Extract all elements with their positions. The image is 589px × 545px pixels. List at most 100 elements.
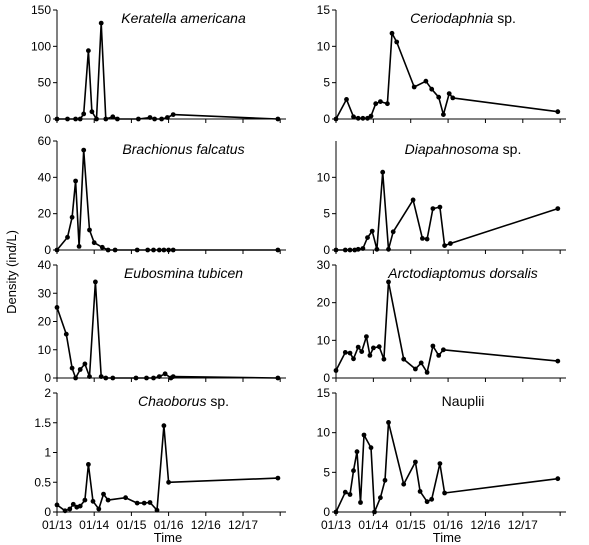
panel-title: Ceriodaphnia sp.: [410, 10, 516, 26]
data-point: [380, 169, 386, 175]
data-point: [365, 235, 370, 241]
panel-title-suffix: sp.: [493, 10, 516, 26]
data-point: [144, 375, 149, 381]
data-point: [136, 116, 141, 122]
data-point: [123, 495, 128, 501]
panel-title-suffix: sp.: [499, 141, 522, 157]
panel-8: 0 5 10 15 01/13 01/14 01/15 01/16 12/16 12/17 Naup…: [317, 386, 566, 532]
data-point: [347, 350, 353, 356]
data-point: [401, 356, 407, 362]
data-point: [429, 496, 435, 502]
data-point: [89, 109, 95, 115]
y-tick-label: 5: [323, 207, 330, 221]
data-point: [333, 116, 339, 122]
y-axis-title: Density (ind/L): [4, 230, 19, 314]
data-point: [359, 349, 365, 354]
data-point: [386, 420, 391, 425]
data-point: [437, 204, 443, 210]
data-point: [413, 366, 418, 372]
data-point: [436, 94, 442, 100]
data-point: [81, 111, 87, 117]
data-point: [166, 247, 172, 253]
data-point: [54, 247, 60, 253]
y-tick-label: 60: [38, 134, 52, 148]
data-point: [73, 375, 78, 381]
data-point: [62, 508, 68, 514]
y-tick-label: 0: [44, 112, 51, 126]
x-tick-label: 12/17: [228, 518, 258, 532]
data-point: [342, 489, 348, 495]
panel-3: 0 20 40 60 Brachionus falcatus: [38, 134, 286, 257]
data-point: [355, 344, 361, 350]
data-point: [555, 109, 561, 115]
data-point: [105, 497, 111, 503]
data-point: [401, 481, 407, 487]
panel-4: 0 5 10 Diapahnosoma sp.: [317, 141, 566, 257]
data-point: [54, 502, 60, 508]
data-point: [110, 114, 116, 120]
data-point: [360, 246, 366, 251]
x-tick-label: 01/15: [116, 518, 146, 532]
data-point: [385, 101, 390, 107]
data-point: [342, 247, 348, 253]
x-tick-label: 01/14: [79, 518, 109, 532]
data-point: [70, 501, 76, 507]
y-tick-label: 0: [323, 243, 330, 257]
data-point: [152, 116, 158, 122]
y-tick-label: 10: [317, 39, 331, 53]
panel-title: Keratella americana: [121, 10, 246, 26]
y-tick-label: 20: [317, 296, 331, 310]
data-point: [82, 497, 88, 503]
data-point: [394, 39, 400, 45]
data-point: [69, 365, 75, 371]
data-point: [376, 344, 382, 350]
data-point: [103, 375, 109, 381]
data-point: [151, 247, 156, 253]
data-point: [367, 353, 373, 358]
data-point: [151, 375, 156, 381]
data-point: [91, 240, 97, 246]
y-tick-label: 0: [323, 371, 330, 385]
data-point: [424, 499, 430, 505]
data-point: [361, 432, 367, 438]
y-tick-label: 150: [31, 3, 51, 17]
data-point: [450, 95, 456, 101]
data-point: [145, 247, 151, 253]
data-point: [170, 112, 176, 117]
data-point: [413, 459, 418, 465]
data-point: [154, 507, 160, 513]
data-point: [69, 214, 75, 220]
data-point: [162, 371, 168, 377]
series-line: [335, 281, 558, 374]
y-tick-label: 0: [44, 243, 51, 257]
panel-title-genus: Diapahnosoma: [405, 141, 499, 157]
data-point: [555, 206, 561, 212]
data-point: [105, 247, 111, 253]
data-point: [555, 358, 561, 364]
data-point: [275, 375, 281, 381]
data-point: [442, 243, 447, 249]
data-point: [147, 115, 153, 120]
data-point: [358, 500, 363, 505]
data-point: [77, 116, 83, 122]
data-point: [410, 197, 416, 203]
data-point: [386, 279, 391, 285]
data-point: [333, 509, 339, 515]
panel-title: Brachionus falcatus: [122, 141, 244, 157]
series-line: [335, 421, 558, 513]
data-point: [351, 468, 356, 474]
data-point: [373, 101, 379, 107]
data-point: [430, 206, 436, 212]
x-tick-label: 01/14: [358, 518, 388, 532]
x-tick-label: 12/17: [508, 518, 538, 532]
data-point: [369, 228, 375, 234]
x-tick-label: 12/16: [470, 518, 500, 532]
data-point: [86, 462, 91, 467]
data-point: [355, 246, 361, 252]
data-point: [448, 241, 453, 246]
data-point: [381, 356, 387, 362]
data-point: [99, 244, 105, 250]
data-point: [378, 99, 383, 104]
y-tick-label: 5: [323, 76, 330, 90]
